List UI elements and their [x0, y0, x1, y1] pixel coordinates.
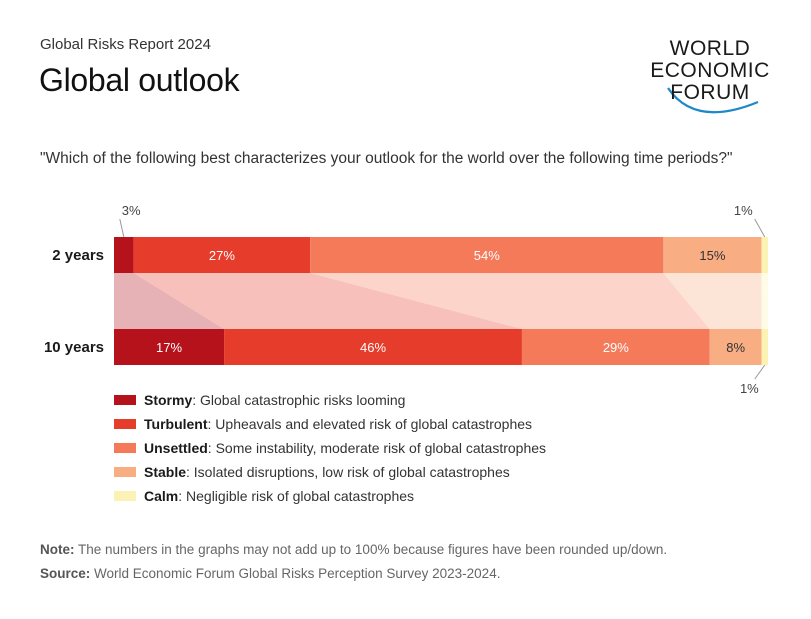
- legend-item-turbulent: Turbulent : Upheavals and elevated risk …: [114, 412, 546, 436]
- legend-item-stormy: Stormy : Global catastrophic risks loomi…: [114, 388, 546, 412]
- bar-calm: [761, 329, 768, 365]
- legend: Stormy : Global catastrophic risks loomi…: [114, 388, 546, 508]
- data-label: 15%: [699, 248, 725, 263]
- data-label: 29%: [603, 340, 629, 355]
- legend-name: Calm: [144, 488, 179, 504]
- legend-name: Unsettled: [144, 440, 208, 456]
- category-label: 2 years: [52, 247, 104, 264]
- stacked-bar-chart: 2 years 3% 27% 54% 15% 1% 10 years 17% 46% 29% 8% 1…: [44, 203, 768, 396]
- legend-swatch: [114, 443, 136, 453]
- footnote: Note: The numbers in the graphs may not …: [40, 542, 667, 557]
- legend-item-calm: Calm : Negligible risk of global catastr…: [114, 484, 546, 508]
- bar-stable: [709, 329, 762, 365]
- bar-turbulent: [224, 329, 522, 365]
- legend-name: Stormy: [144, 392, 193, 408]
- band-turbulent: [133, 273, 522, 329]
- bar-stormy: [114, 329, 225, 365]
- leader-line: [754, 218, 766, 238]
- logo-arc-icon: [667, 87, 759, 114]
- source-line: Source: World Economic Forum Global Risk…: [40, 566, 500, 581]
- bar-turbulent: [133, 237, 311, 273]
- survey-question: "Which of the following best characteriz…: [40, 150, 733, 167]
- logo-word-2: ECONOMIC: [650, 59, 770, 82]
- source-text: World Economic Forum Global Risks Percep…: [90, 566, 501, 581]
- legend-desc: : Global catastrophic risks looming: [192, 392, 406, 408]
- legend-swatch: [114, 419, 136, 429]
- bar-stable: [663, 237, 762, 273]
- logo-word-3: FORUM: [670, 81, 750, 104]
- legend-desc: : Isolated disruptions, low risk of glob…: [186, 464, 510, 480]
- legend-item-unsettled: Unsettled : Some instability, moderate r…: [114, 436, 546, 460]
- report-label: Global Risks Report 2024: [40, 36, 211, 53]
- legend-desc: : Negligible risk of global catastrophes: [178, 488, 415, 504]
- legend-name: Turbulent: [144, 416, 208, 432]
- logo-word-1: WORLD: [669, 37, 751, 60]
- leader-line: [754, 364, 766, 380]
- data-label: 54%: [474, 248, 500, 263]
- data-label: 27%: [209, 248, 235, 263]
- leader-line: [119, 218, 125, 238]
- legend-name: Stable: [144, 464, 187, 480]
- data-label: 1%: [734, 203, 753, 218]
- source-label: Source:: [40, 566, 91, 581]
- data-label: 46%: [360, 340, 386, 355]
- bar-stormy: [114, 237, 134, 273]
- legend-item-stable: Stable : Isolated disruptions, low risk …: [114, 460, 546, 484]
- note-text: The numbers in the graphs may not add up…: [74, 542, 668, 557]
- legend-swatch: [114, 395, 136, 405]
- band-stormy: [114, 273, 225, 329]
- bar-unsettled: [521, 329, 710, 365]
- page-title: Global outlook: [39, 62, 240, 98]
- bar-unsettled: [310, 237, 664, 273]
- bar-calm: [761, 237, 768, 273]
- data-label: 3%: [122, 203, 141, 218]
- category-label: 10 years: [44, 339, 104, 356]
- legend-desc: : Upheavals and elevated risk of global …: [207, 416, 533, 432]
- legend-swatch: [114, 467, 136, 477]
- band-calm: [761, 273, 768, 329]
- wef-logo: WORLD ECONOMIC FORUM: [640, 36, 780, 116]
- data-label: 17%: [156, 340, 182, 355]
- data-label: 8%: [726, 340, 745, 355]
- legend-swatch: [114, 491, 136, 501]
- legend-desc: : Some instability, moderate risk of glo…: [207, 440, 547, 456]
- band-stable: [663, 273, 762, 329]
- note-label: Note:: [40, 542, 75, 557]
- data-label: 1%: [740, 381, 759, 396]
- band-unsettled: [310, 273, 710, 329]
